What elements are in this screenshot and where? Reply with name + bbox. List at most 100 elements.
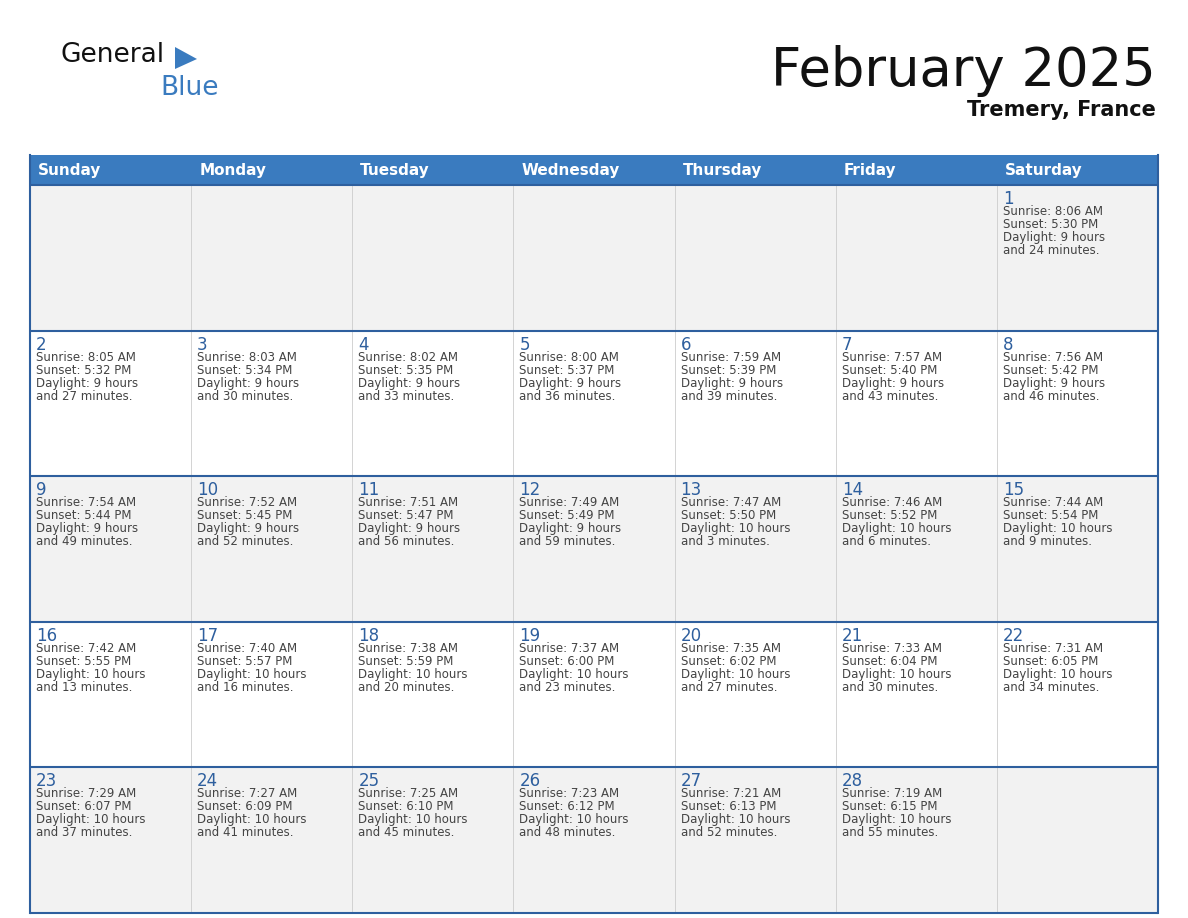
- Text: Sunset: 5:34 PM: Sunset: 5:34 PM: [197, 364, 292, 376]
- Bar: [835, 330, 997, 476]
- Text: Sunrise: 7:51 AM: Sunrise: 7:51 AM: [359, 497, 459, 509]
- Text: Sunrise: 8:03 AM: Sunrise: 8:03 AM: [197, 351, 297, 364]
- Text: and 27 minutes.: and 27 minutes.: [36, 389, 133, 403]
- Text: Sunset: 6:00 PM: Sunset: 6:00 PM: [519, 655, 615, 667]
- Bar: [835, 476, 997, 621]
- Text: Sunrise: 7:47 AM: Sunrise: 7:47 AM: [681, 497, 781, 509]
- Text: and 33 minutes.: and 33 minutes.: [359, 389, 455, 403]
- Text: Sunrise: 8:05 AM: Sunrise: 8:05 AM: [36, 351, 135, 364]
- Text: and 9 minutes.: and 9 minutes.: [1003, 535, 1092, 548]
- Text: 5: 5: [519, 336, 530, 353]
- Text: 1: 1: [1003, 190, 1013, 208]
- Text: Saturday: Saturday: [1005, 162, 1082, 177]
- Text: Sunset: 6:10 PM: Sunset: 6:10 PM: [359, 800, 454, 813]
- Bar: [835, 155, 997, 185]
- Text: Sunrise: 7:57 AM: Sunrise: 7:57 AM: [842, 351, 942, 364]
- Text: Sunrise: 7:46 AM: Sunrise: 7:46 AM: [842, 497, 942, 509]
- Text: Sunset: 5:39 PM: Sunset: 5:39 PM: [681, 364, 776, 376]
- Text: Sunrise: 7:54 AM: Sunrise: 7:54 AM: [36, 497, 137, 509]
- Text: and 41 minutes.: and 41 minutes.: [197, 826, 293, 839]
- Text: Sunset: 5:49 PM: Sunset: 5:49 PM: [519, 509, 615, 522]
- Text: and 36 minutes.: and 36 minutes.: [519, 389, 615, 403]
- Text: Sunset: 6:05 PM: Sunset: 6:05 PM: [1003, 655, 1098, 667]
- Text: Sunset: 6:12 PM: Sunset: 6:12 PM: [519, 800, 615, 813]
- Text: Daylight: 10 hours: Daylight: 10 hours: [359, 667, 468, 681]
- Bar: [191, 155, 353, 185]
- Text: and 3 minutes.: and 3 minutes.: [681, 535, 770, 548]
- Text: 9: 9: [36, 481, 46, 499]
- Text: 28: 28: [842, 772, 862, 790]
- Text: Sunset: 5:50 PM: Sunset: 5:50 PM: [681, 509, 776, 522]
- Text: 8: 8: [1003, 336, 1013, 353]
- Text: 22: 22: [1003, 627, 1024, 644]
- Text: 15: 15: [1003, 481, 1024, 499]
- Text: 4: 4: [359, 336, 368, 353]
- Text: Sunday: Sunday: [38, 162, 101, 177]
- Text: 23: 23: [36, 772, 57, 790]
- Bar: [513, 476, 675, 621]
- Text: Daylight: 9 hours: Daylight: 9 hours: [519, 522, 621, 535]
- Bar: [353, 767, 513, 913]
- Text: Sunrise: 7:49 AM: Sunrise: 7:49 AM: [519, 497, 620, 509]
- Bar: [675, 767, 835, 913]
- Text: Sunrise: 7:29 AM: Sunrise: 7:29 AM: [36, 788, 137, 800]
- Bar: [30, 185, 191, 330]
- Text: Daylight: 9 hours: Daylight: 9 hours: [36, 522, 138, 535]
- Text: Tuesday: Tuesday: [360, 162, 430, 177]
- Bar: [353, 185, 513, 330]
- Text: 18: 18: [359, 627, 379, 644]
- Text: and 43 minutes.: and 43 minutes.: [842, 389, 939, 403]
- Bar: [353, 155, 513, 185]
- Text: Daylight: 10 hours: Daylight: 10 hours: [197, 813, 307, 826]
- Text: Sunrise: 7:37 AM: Sunrise: 7:37 AM: [519, 642, 620, 655]
- Bar: [997, 767, 1158, 913]
- Text: Sunrise: 7:25 AM: Sunrise: 7:25 AM: [359, 788, 459, 800]
- Text: Sunset: 5:35 PM: Sunset: 5:35 PM: [359, 364, 454, 376]
- Text: Daylight: 9 hours: Daylight: 9 hours: [36, 376, 138, 389]
- Text: and 49 minutes.: and 49 minutes.: [36, 535, 133, 548]
- Text: General: General: [61, 42, 164, 68]
- Text: Daylight: 10 hours: Daylight: 10 hours: [681, 522, 790, 535]
- Text: Friday: Friday: [843, 162, 896, 177]
- Bar: [675, 476, 835, 621]
- Text: and 39 minutes.: and 39 minutes.: [681, 389, 777, 403]
- Bar: [191, 185, 353, 330]
- Text: Sunrise: 7:21 AM: Sunrise: 7:21 AM: [681, 788, 781, 800]
- Text: Monday: Monday: [200, 162, 266, 177]
- Text: Thursday: Thursday: [683, 162, 762, 177]
- Bar: [30, 155, 191, 185]
- Text: 27: 27: [681, 772, 702, 790]
- Text: 17: 17: [197, 627, 219, 644]
- Text: and 52 minutes.: and 52 minutes.: [681, 826, 777, 839]
- Bar: [513, 767, 675, 913]
- Text: 2: 2: [36, 336, 46, 353]
- Text: Sunset: 5:42 PM: Sunset: 5:42 PM: [1003, 364, 1099, 376]
- Text: Daylight: 10 hours: Daylight: 10 hours: [359, 813, 468, 826]
- Text: and 30 minutes.: and 30 minutes.: [197, 389, 293, 403]
- Text: 7: 7: [842, 336, 852, 353]
- Text: Sunset: 5:57 PM: Sunset: 5:57 PM: [197, 655, 292, 667]
- Text: Daylight: 9 hours: Daylight: 9 hours: [1003, 376, 1105, 389]
- Text: Sunrise: 7:23 AM: Sunrise: 7:23 AM: [519, 788, 620, 800]
- Text: Sunrise: 7:33 AM: Sunrise: 7:33 AM: [842, 642, 942, 655]
- Text: Sunset: 5:32 PM: Sunset: 5:32 PM: [36, 364, 132, 376]
- Bar: [997, 621, 1158, 767]
- Text: and 56 minutes.: and 56 minutes.: [359, 535, 455, 548]
- Text: Daylight: 9 hours: Daylight: 9 hours: [197, 522, 299, 535]
- Text: Daylight: 9 hours: Daylight: 9 hours: [359, 522, 461, 535]
- Text: and 13 minutes.: and 13 minutes.: [36, 681, 132, 694]
- Bar: [835, 621, 997, 767]
- Bar: [513, 621, 675, 767]
- Bar: [353, 621, 513, 767]
- Text: Blue: Blue: [160, 75, 219, 101]
- Text: February 2025: February 2025: [771, 45, 1156, 97]
- Text: 25: 25: [359, 772, 379, 790]
- Bar: [30, 767, 191, 913]
- Text: 11: 11: [359, 481, 379, 499]
- Text: Daylight: 10 hours: Daylight: 10 hours: [842, 813, 952, 826]
- Bar: [675, 185, 835, 330]
- Bar: [675, 621, 835, 767]
- Text: Sunset: 6:07 PM: Sunset: 6:07 PM: [36, 800, 132, 813]
- Bar: [513, 155, 675, 185]
- Text: and 20 minutes.: and 20 minutes.: [359, 681, 455, 694]
